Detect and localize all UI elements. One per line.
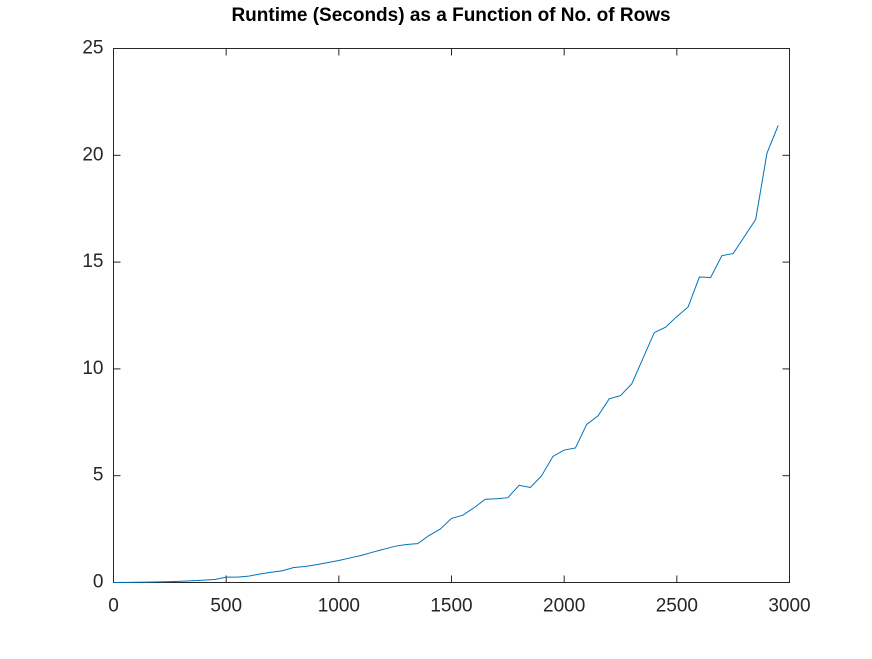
x-tick-label: 1500 (430, 596, 472, 617)
x-tick-label: 3000 (768, 596, 810, 617)
x-tick-label: 2000 (543, 596, 585, 617)
y-tick-label: 15 (82, 251, 103, 272)
y-tick-label: 0 (93, 572, 104, 593)
data-line (113, 125, 779, 583)
x-tick-label: 2500 (656, 596, 698, 617)
x-tick-label: 0 (108, 596, 119, 617)
x-tick-label: 500 (210, 596, 242, 617)
y-tick-label: 5 (93, 465, 104, 486)
x-tick-label: 1000 (318, 596, 360, 617)
y-tick-label: 25 (82, 38, 103, 59)
y-tick-label: 10 (82, 358, 103, 379)
y-tick-label: 20 (82, 144, 103, 165)
chart-title: Runtime (Seconds) as a Function of No. o… (231, 5, 670, 26)
